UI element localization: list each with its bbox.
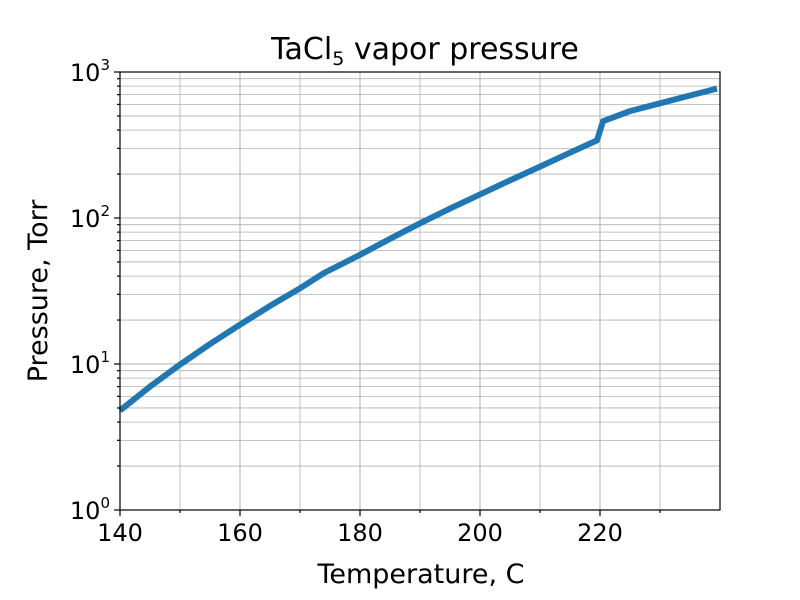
x-tick-label: 140 bbox=[97, 519, 143, 547]
y-axis-label: Pressure, Torr bbox=[23, 199, 54, 383]
series-layer bbox=[118, 85, 718, 413]
tick-labels: 140 160 180 200 220 100 101 102 103 bbox=[70, 56, 623, 547]
chart-title-subscript: 5 bbox=[332, 48, 344, 70]
x-tick-label: 160 bbox=[217, 519, 263, 547]
axis-ticks bbox=[114, 71, 661, 516]
y-tick-label: 100 bbox=[70, 494, 110, 525]
chart-title: TaCl5 vapor pressure bbox=[270, 32, 579, 70]
x-tick-label: 180 bbox=[337, 519, 383, 547]
x-axis-label: Temperature, C bbox=[316, 559, 524, 590]
x-tick-label: 220 bbox=[577, 519, 623, 547]
series-line bbox=[118, 85, 718, 413]
y-tick-label: 102 bbox=[70, 202, 110, 233]
grid bbox=[119, 71, 720, 511]
y-tick-label: 103 bbox=[70, 56, 110, 87]
x-tick-label: 200 bbox=[457, 519, 503, 547]
y-tick-label: 101 bbox=[70, 348, 110, 379]
